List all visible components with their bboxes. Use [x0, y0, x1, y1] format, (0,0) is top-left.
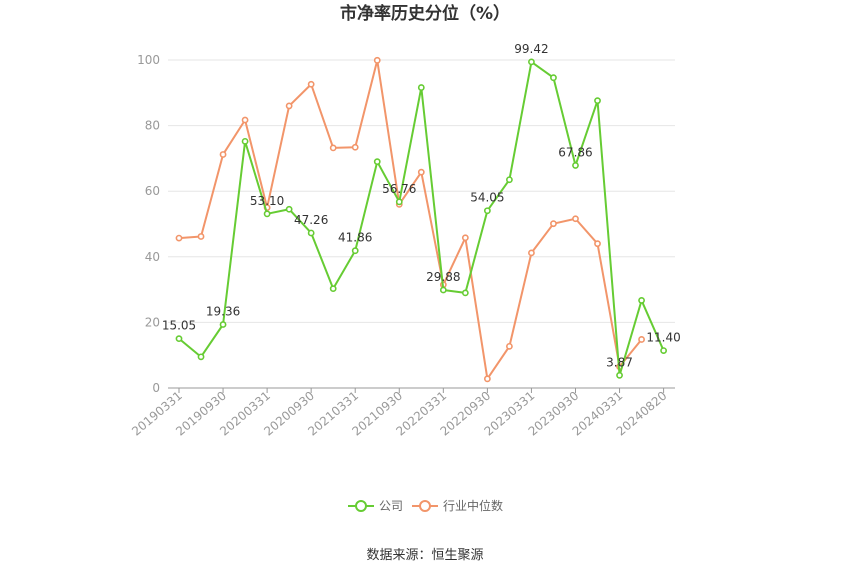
- legend-company-marker: [355, 500, 367, 512]
- point-industry[interactable]: [483, 375, 491, 383]
- point-industry[interactable]: [417, 168, 425, 176]
- point-company[interactable]: [528, 58, 535, 66]
- point-industry[interactable]: [373, 56, 381, 64]
- point-industry[interactable]: [572, 215, 579, 223]
- data-label-company: 47.26: [294, 213, 328, 227]
- point-company[interactable]: [351, 247, 359, 255]
- point-industry[interactable]: [506, 342, 513, 350]
- series-company: [175, 58, 667, 379]
- point-industry[interactable]: [241, 116, 249, 124]
- data-label-company: 53.10: [250, 194, 284, 208]
- data-label-company: 15.05: [162, 319, 196, 333]
- point-industry[interactable]: [285, 102, 293, 110]
- legend-industry-marker: [419, 500, 431, 512]
- point-industry[interactable]: [175, 234, 183, 242]
- y-tick-label-60: 60: [145, 184, 160, 198]
- point-company[interactable]: [483, 207, 491, 215]
- y-tick-label-40: 40: [145, 250, 160, 264]
- point-company[interactable]: [572, 162, 579, 169]
- point-company[interactable]: [395, 198, 403, 206]
- legend-item-company[interactable]: 公司: [348, 499, 403, 513]
- data-label-company: 99.42: [514, 42, 548, 56]
- line-company: [178, 60, 665, 377]
- point-company[interactable]: [329, 285, 337, 293]
- point-company[interactable]: [439, 286, 447, 294]
- point-industry[interactable]: [461, 234, 469, 242]
- legend-item-industry[interactable]: 行业中位数: [412, 498, 503, 513]
- series-industry: [175, 56, 645, 383]
- point-company[interactable]: [660, 347, 667, 355]
- point-industry[interactable]: [594, 240, 601, 248]
- point-company[interactable]: [373, 158, 381, 166]
- y-axis: 0 20 40 60 80 100: [137, 53, 160, 395]
- point-company[interactable]: [285, 205, 293, 213]
- data-labels: 15.05 19.36 53.10 47.26 41.86 56.76 29.88 54.05…: [162, 42, 681, 369]
- legend: 公司 行业中位数: [348, 498, 503, 513]
- legend-industry-label: 行业中位数: [443, 498, 503, 513]
- point-industry[interactable]: [307, 80, 315, 88]
- legend-company-label: 公司: [379, 499, 403, 513]
- chart-title: 市净率历史分位（%）: [340, 3, 510, 24]
- y-tick-label-80: 80: [145, 119, 160, 133]
- point-company[interactable]: [506, 176, 513, 184]
- point-industry[interactable]: [550, 220, 557, 228]
- y-tick-label-0: 0: [152, 381, 160, 395]
- point-company[interactable]: [241, 137, 249, 145]
- data-label-company: 29.88: [426, 270, 460, 284]
- point-company[interactable]: [616, 371, 623, 379]
- data-label-company: 41.86: [338, 231, 372, 245]
- point-company[interactable]: [594, 97, 601, 105]
- point-company[interactable]: [263, 210, 271, 218]
- point-company[interactable]: [175, 335, 183, 343]
- point-industry[interactable]: [329, 144, 337, 152]
- data-label-company: 11.40: [646, 331, 680, 345]
- data-label-company: 19.36: [206, 304, 240, 318]
- point-industry[interactable]: [528, 249, 535, 257]
- point-company[interactable]: [550, 74, 557, 82]
- point-company[interactable]: [307, 229, 315, 237]
- point-company[interactable]: [638, 297, 645, 304]
- series-layer: [175, 56, 667, 383]
- point-company[interactable]: [461, 289, 469, 297]
- point-company[interactable]: [197, 353, 205, 361]
- point-industry[interactable]: [638, 336, 645, 343]
- point-industry[interactable]: [197, 233, 205, 240]
- point-industry[interactable]: [219, 151, 227, 158]
- data-label-company: 54.05: [470, 191, 504, 205]
- data-label-company: 56.76: [382, 182, 416, 196]
- data-label-company: 67.86: [558, 145, 592, 159]
- y-tick-label-100: 100: [137, 53, 160, 67]
- point-industry[interactable]: [351, 143, 359, 151]
- source-text: 数据来源：恒生聚源: [366, 548, 483, 563]
- y-tick-label-20: 20: [145, 315, 160, 329]
- point-company[interactable]: [219, 321, 227, 328]
- line-industry: [178, 59, 643, 380]
- data-label-company: 3.87: [606, 355, 633, 369]
- point-company[interactable]: [417, 84, 425, 91]
- x-axis: 2019033120190930202003312020093020210331…: [129, 387, 675, 439]
- grid: [168, 59, 675, 323]
